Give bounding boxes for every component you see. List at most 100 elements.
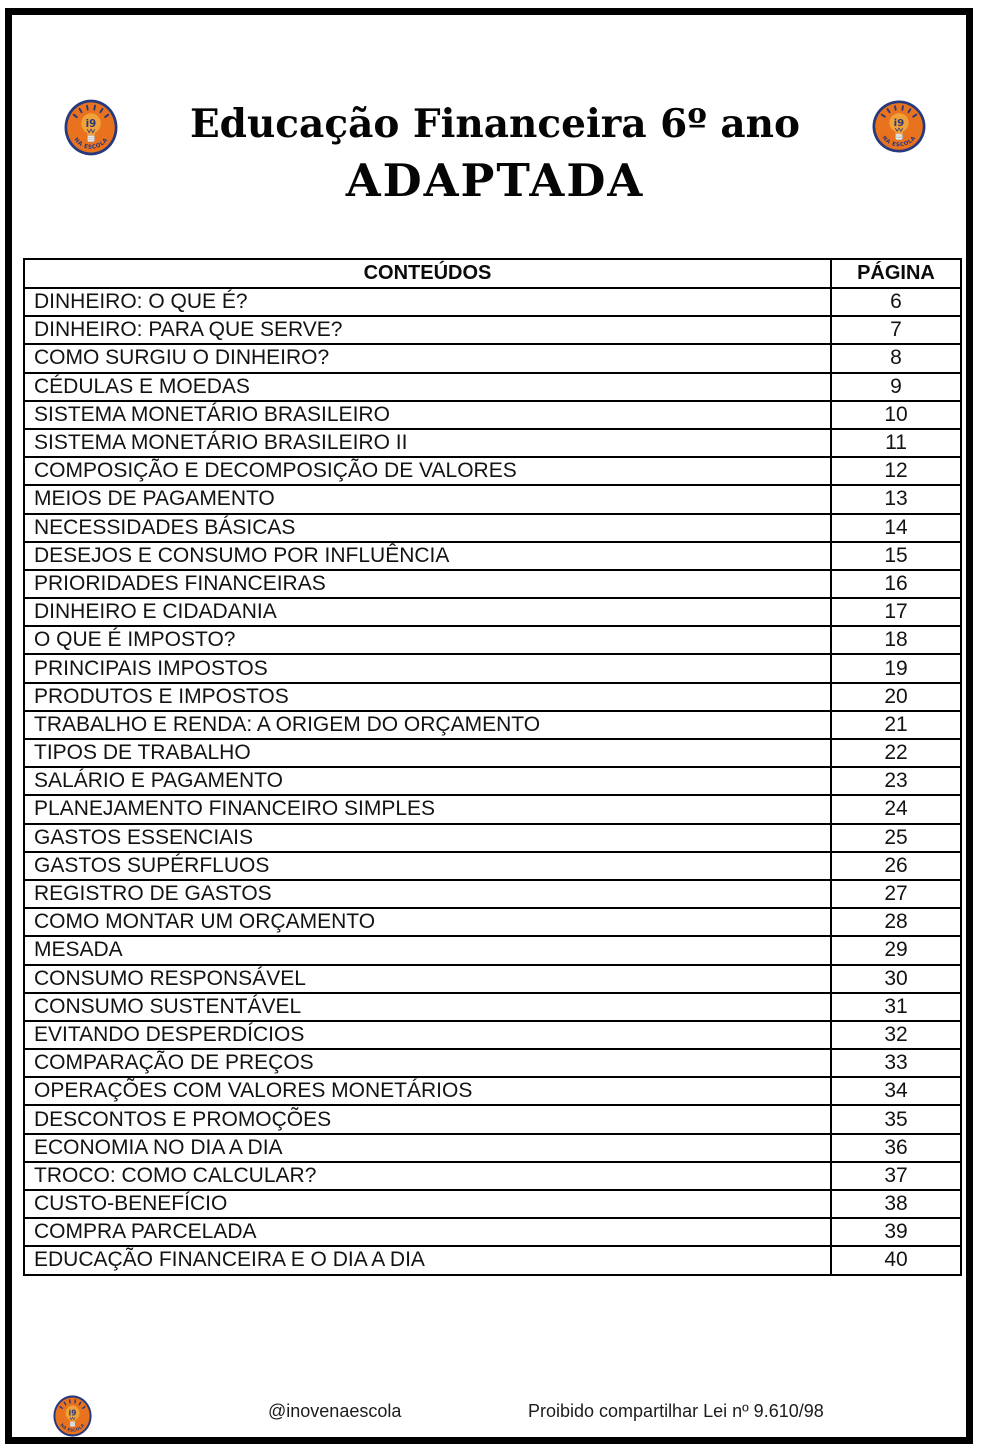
content-title: SALÁRIO E PAGAMENTO <box>23 766 832 797</box>
table-row: COMPOSIÇÃO E DECOMPOSIÇÃO DE VALORES 12 <box>23 456 962 487</box>
content-page: 16 <box>830 568 962 600</box>
table-row: ECONOMIA NO DIA A DIA 36 <box>23 1132 962 1163</box>
i9-na-escola-logo: i9 NA ESCOLA <box>872 100 926 153</box>
content-page: 24 <box>830 794 962 825</box>
content-page: 39 <box>830 1217 962 1248</box>
content-title: OPERAÇÕES COM VALORES MONETÁRIOS <box>23 1076 832 1107</box>
content-page: 17 <box>830 597 962 628</box>
table-row: PRODUTOS E IMPOSTOS 20 <box>23 681 962 712</box>
content-page: 28 <box>830 907 962 938</box>
copyright-notice: Proibido compartilhar Lei nº 9.610/98 <box>528 1401 824 1421</box>
content-page: 15 <box>830 540 962 571</box>
content-page: 29 <box>830 935 962 966</box>
logo-i9-text: i9 <box>894 118 905 129</box>
filament-icon <box>894 127 904 133</box>
content-page: 32 <box>830 1019 962 1051</box>
content-title: PRODUTOS E IMPOSTOS <box>23 681 832 712</box>
lightbulb-neck <box>87 131 95 137</box>
filament-icon <box>86 128 96 134</box>
content-title: CÉDULAS E MOEDAS <box>23 371 832 402</box>
content-page: 18 <box>830 625 962 656</box>
table-row: CONSUMO SUSTENTÁVEL 31 <box>23 991 962 1022</box>
table-row: SISTEMA MONETÁRIO BRASILEIRO 10 <box>23 399 962 430</box>
content-title: DESEJOS E CONSUMO POR INFLUÊNCIA <box>23 540 832 571</box>
content-page: 12 <box>830 456 962 487</box>
table-row: DINHEIRO E CIDADANIA 17 <box>23 597 962 628</box>
page-title: Educação Financeira 6º ano <box>189 101 801 147</box>
content-title: COMPOSIÇÃO E DECOMPOSIÇÃO DE VALORES <box>23 456 832 487</box>
content-title: CONSUMO RESPONSÁVEL <box>23 963 832 994</box>
table-row: DESCONTOS E PROMOÇÕES 35 <box>23 1104 962 1135</box>
table-row: COMPRA PARCELADA 39 <box>23 1217 962 1248</box>
table-row: EDUCAÇÃO FINANCEIRA E O DIA A DIA 40 <box>23 1245 962 1276</box>
content-page: 11 <box>830 427 962 459</box>
column-header-contents: CONTEÚDOS <box>23 258 832 289</box>
logo-rays-icon <box>59 1399 86 1410</box>
content-page: 34 <box>830 1076 962 1107</box>
content-title: EDUCAÇÃO FINANCEIRA E O DIA A DIA <box>23 1245 832 1276</box>
content-title: ECONOMIA NO DIA A DIA <box>23 1132 832 1163</box>
contents-table: CONTEÚDOS PÁGINA DINHEIRO: O QUE É? 6 DI… <box>23 258 962 1276</box>
content-title: PRIORIDADES FINANCEIRAS <box>23 568 832 600</box>
content-page: 30 <box>830 963 962 994</box>
content-page: 23 <box>830 766 962 797</box>
content-page: 26 <box>830 850 962 881</box>
content-page: 9 <box>830 371 962 402</box>
content-page: 8 <box>830 343 962 374</box>
content-page: 13 <box>830 484 962 515</box>
content-page: 33 <box>830 1048 962 1079</box>
logo-rays-icon <box>72 104 110 119</box>
i9-na-escola-logo: i9 NA ESCOLA <box>64 99 118 156</box>
content-title: TIPOS DE TRABALHO <box>23 737 832 769</box>
content-page: 6 <box>830 286 962 318</box>
filament-icon <box>69 1416 76 1421</box>
table-row: REGISTRO DE GASTOS 27 <box>23 878 962 910</box>
content-page: 14 <box>830 512 962 543</box>
lightbulb-neck <box>895 130 903 135</box>
lightbulb-base <box>87 135 95 142</box>
lightbulb-icon <box>65 1405 80 1421</box>
table-header-row: CONTEÚDOS PÁGINA <box>23 258 962 289</box>
table-row: COMO SURGIU O DINHEIRO? 8 <box>23 343 962 374</box>
content-page: 38 <box>830 1188 962 1220</box>
content-page: 37 <box>830 1160 962 1192</box>
table-row: GASTOS SUPÉRFLUOS 26 <box>23 850 962 881</box>
content-page: 25 <box>830 822 962 853</box>
lightbulb-base <box>69 1421 76 1427</box>
lightbulb-neck <box>69 1418 76 1423</box>
table-row: TROCO: COMO CALCULAR? 37 <box>23 1160 962 1192</box>
content-page: 20 <box>830 681 962 712</box>
logo-i9-text: i9 <box>86 118 97 130</box>
column-header-page: PÁGINA <box>830 258 962 289</box>
content-title: O QUE É IMPOSTO? <box>23 625 832 656</box>
content-title: GASTOS ESSENCIAIS <box>23 822 832 853</box>
content-page: 19 <box>830 653 962 684</box>
lightbulb-icon <box>889 113 909 133</box>
table-row: SALÁRIO E PAGAMENTO 23 <box>23 766 962 797</box>
content-title: DINHEIRO: O QUE É? <box>23 286 832 318</box>
table-row: MEIOS DE PAGAMENTO 13 <box>23 484 962 515</box>
table-row: NECESSIDADES BÁSICAS 14 <box>23 512 962 543</box>
content-title: DESCONTOS E PROMOÇÕES <box>23 1104 832 1135</box>
table-row: SISTEMA MONETÁRIO BRASILEIRO II 11 <box>23 427 962 459</box>
instagram-handle: @inovenaescola <box>268 1401 402 1421</box>
lightbulb-icon <box>81 113 101 134</box>
content-page: 10 <box>830 399 962 430</box>
content-page: 21 <box>830 709 962 741</box>
table-row: COMPARAÇÃO DE PREÇOS 33 <box>23 1048 962 1079</box>
content-title: COMO MONTAR UM ORÇAMENTO <box>23 907 832 938</box>
contents-table-body: DINHEIRO: O QUE É? 6 DINHEIRO: PARA QUE … <box>23 286 962 1276</box>
content-title: SISTEMA MONETÁRIO BRASILEIRO II <box>23 427 832 459</box>
content-title: CONSUMO SUSTENTÁVEL <box>23 991 832 1022</box>
content-title: DINHEIRO: PARA QUE SERVE? <box>23 315 832 346</box>
content-title: PLANEJAMENTO FINANCEIRO SIMPLES <box>23 794 832 825</box>
title-block: Educação Financeira 6º ano ADAPTADA <box>130 102 860 205</box>
table-row: TRABALHO E RENDA: A ORIGEM DO ORÇAMENTO … <box>23 709 962 741</box>
content-page: 31 <box>830 991 962 1022</box>
content-title: TROCO: COMO CALCULAR? <box>23 1160 832 1192</box>
content-title: TRABALHO E RENDA: A ORIGEM DO ORÇAMENTO <box>23 709 832 741</box>
table-row: PRINCIPAIS IMPOSTOS 19 <box>23 653 962 684</box>
table-row: O QUE É IMPOSTO? 18 <box>23 625 962 656</box>
table-row: MESADA 29 <box>23 935 962 966</box>
